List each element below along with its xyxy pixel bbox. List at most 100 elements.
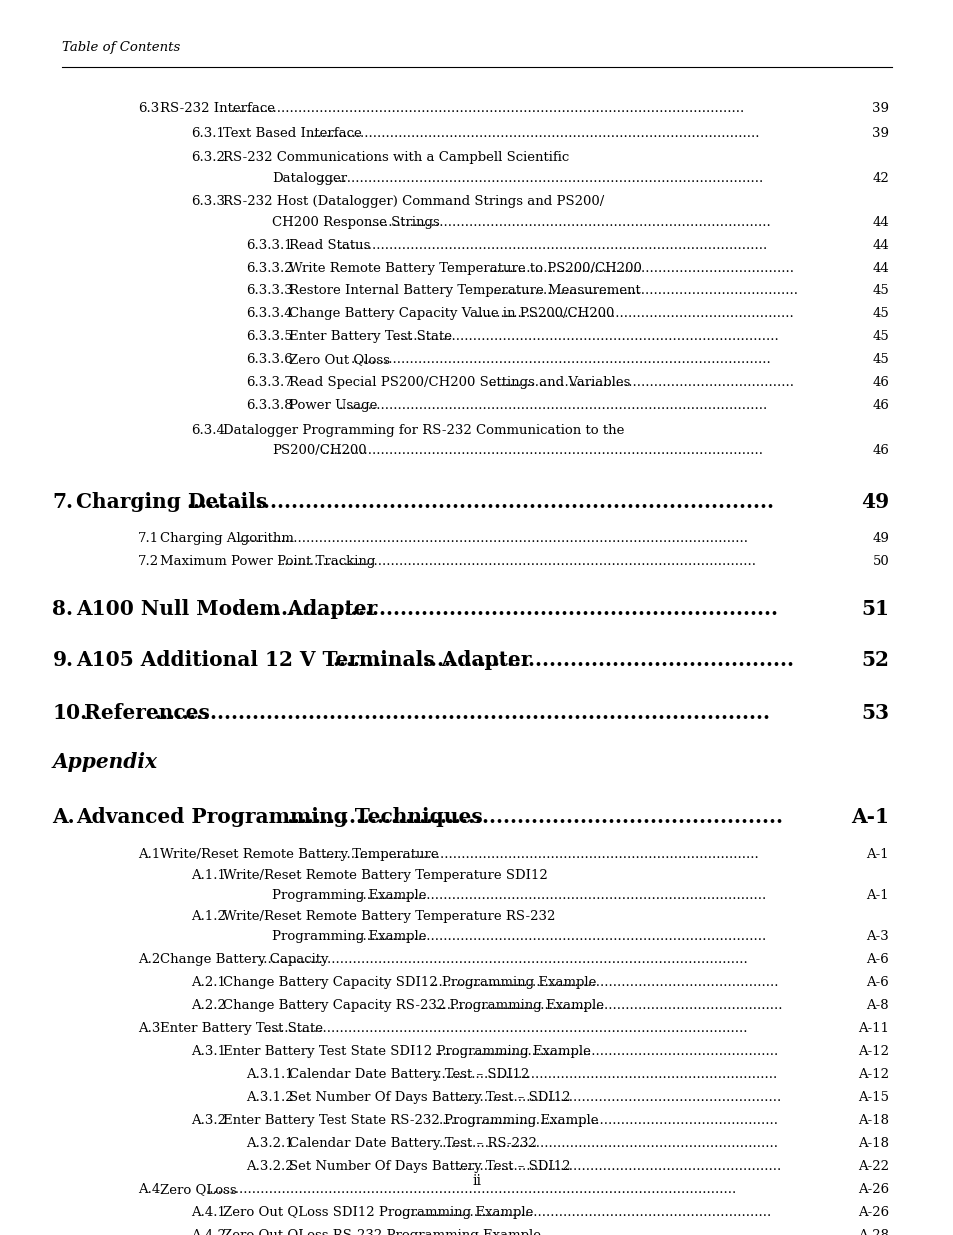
Text: 44: 44 (871, 238, 888, 252)
Text: 6.3.3.2: 6.3.3.2 (246, 262, 293, 274)
Text: 49: 49 (871, 532, 888, 546)
Text: ................................................................................: ........................................… (392, 331, 779, 343)
Text: Table of Contents: Table of Contents (62, 42, 180, 54)
Text: RS-232 Communications with a Campbell Scientific: RS-232 Communications with a Campbell Sc… (222, 152, 568, 164)
Text: Write/Reset Remote Battery Temperature SDI12: Write/Reset Remote Battery Temperature S… (222, 868, 547, 882)
Text: A.3.2.2: A.3.2.2 (246, 1160, 294, 1173)
Text: ................................................................................: ........................................… (393, 1207, 771, 1219)
Text: 6.3.4: 6.3.4 (191, 424, 225, 436)
Text: Datalogger Programming for RS-232 Communication to the: Datalogger Programming for RS-232 Commun… (222, 424, 623, 436)
Text: ........................................................................: ........................................… (488, 262, 794, 274)
Text: ..............................................................................: ........................................… (233, 599, 778, 619)
Text: 6.3.3.4: 6.3.3.4 (246, 308, 293, 320)
Text: Zero QLoss: Zero QLoss (159, 1183, 236, 1195)
Text: PS200/CH200: PS200/CH200 (272, 445, 366, 457)
Text: Set Number Of Days Battery Test – SDI12: Set Number Of Days Battery Test – SDI12 (288, 1160, 570, 1173)
Text: A.2.1: A.2.1 (191, 976, 226, 989)
Text: A.2: A.2 (138, 953, 160, 966)
Text: ................................................................................: ........................................… (259, 953, 747, 966)
Text: A-15: A-15 (858, 1091, 888, 1104)
Text: 6.3.3.8: 6.3.3.8 (246, 399, 293, 412)
Text: ................................................................................: ........................................… (205, 1183, 736, 1195)
Text: 6.3.3.5: 6.3.3.5 (246, 331, 293, 343)
Text: A.1: A.1 (138, 848, 160, 861)
Text: 50: 50 (871, 556, 888, 568)
Text: A.3: A.3 (138, 1023, 160, 1035)
Text: Calendar Date Battery Test – SDI12: Calendar Date Battery Test – SDI12 (288, 1068, 528, 1081)
Text: 10.: 10. (52, 703, 88, 724)
Text: Write/Reset Remote Battery Temperature RS-232: Write/Reset Remote Battery Temperature R… (222, 910, 555, 923)
Text: A.2.2: A.2.2 (191, 999, 226, 1013)
Text: A105 Additional 12 V Terminals Adapter: A105 Additional 12 V Terminals Adapter (76, 650, 531, 669)
Text: A.1.2: A.1.2 (191, 910, 226, 923)
Text: A.1.1: A.1.1 (191, 868, 226, 882)
Text: ................................................................................: ........................................… (435, 1045, 779, 1058)
Text: Read Special PS200/CH200 Settings and Variables: Read Special PS200/CH200 Settings and Va… (288, 377, 629, 389)
Text: 44: 44 (871, 216, 888, 228)
Text: 44: 44 (871, 262, 888, 274)
Text: 53: 53 (861, 703, 888, 724)
Text: 6.3.2: 6.3.2 (191, 152, 225, 164)
Text: Datalogger: Datalogger (272, 172, 347, 185)
Text: Change Battery Capacity Value in PS200/CH200: Change Battery Capacity Value in PS200/C… (288, 308, 614, 320)
Text: A-26: A-26 (857, 1183, 888, 1195)
Text: 6.3.1: 6.3.1 (191, 127, 225, 141)
Text: 51: 51 (861, 599, 888, 619)
Text: A-12: A-12 (858, 1068, 888, 1081)
Text: A.4.1: A.4.1 (191, 1207, 226, 1219)
Text: .............................................................................: ........................................… (455, 1160, 781, 1173)
Text: ................................................................................: ........................................… (154, 703, 770, 724)
Text: 52: 52 (861, 650, 888, 669)
Text: Write Remote Battery Temperature to PS200/CH200: Write Remote Battery Temperature to PS20… (288, 262, 640, 274)
Text: ........................................................................: ........................................… (488, 377, 794, 389)
Text: CH200 Response Strings: CH200 Response Strings (272, 216, 439, 228)
Text: Appendix: Appendix (52, 752, 157, 772)
Text: .......................................................................: ........................................… (286, 808, 782, 827)
Text: ................................................................................: ........................................… (310, 127, 760, 141)
Text: 6.3.3.3: 6.3.3.3 (246, 284, 293, 298)
Text: A.3.1: A.3.1 (191, 1045, 226, 1058)
Text: Maximum Power Point Tracking: Maximum Power Point Tracking (159, 556, 375, 568)
Text: Zero Out QLoss RS-232 Programming Example: Zero Out QLoss RS-232 Programming Exampl… (222, 1229, 540, 1235)
Text: 45: 45 (871, 353, 888, 367)
Text: References: References (85, 703, 210, 724)
Text: ................................................................................: ........................................… (263, 1023, 747, 1035)
Text: A-11: A-11 (858, 1023, 888, 1035)
Text: 46: 46 (871, 445, 888, 457)
Text: ................................................................................: ........................................… (230, 101, 743, 115)
Text: Enter Battery Test State RS-232 Programming Example: Enter Battery Test State RS-232 Programm… (222, 1114, 598, 1128)
Text: Enter Battery Test State SDI12 Programming Example: Enter Battery Test State SDI12 Programmi… (222, 1045, 590, 1058)
Text: 45: 45 (871, 331, 888, 343)
Text: Power Usage: Power Usage (288, 399, 376, 412)
Text: A-22: A-22 (858, 1160, 888, 1173)
Text: Charging Algorithm: Charging Algorithm (159, 532, 294, 546)
Text: 46: 46 (871, 399, 888, 412)
Text: 6.3.3.1: 6.3.3.1 (246, 238, 293, 252)
Text: ................................................................................: ........................................… (355, 930, 766, 944)
Text: 6.3.3.7: 6.3.3.7 (246, 377, 293, 389)
Text: A.4.2: A.4.2 (191, 1229, 226, 1235)
Text: 49: 49 (861, 492, 888, 511)
Text: A-8: A-8 (865, 999, 888, 1013)
Text: ...........................................................................: ........................................… (476, 308, 794, 320)
Text: Restore Internal Battery Temperature Measurement: Restore Internal Battery Temperature Mea… (288, 284, 639, 298)
Text: ................................................................................: ........................................… (397, 1229, 771, 1235)
Text: 7.: 7. (52, 492, 73, 511)
Text: Zero Out QLoss SDI12 Programming Example: Zero Out QLoss SDI12 Programming Example (222, 1207, 533, 1219)
Text: .............................................................................: ........................................… (455, 1091, 781, 1104)
Text: A-28: A-28 (858, 1229, 888, 1235)
Text: A-6: A-6 (865, 976, 888, 989)
Text: 6.3.3: 6.3.3 (191, 195, 225, 207)
Text: A-1: A-1 (865, 848, 888, 861)
Text: ................................................................................: ........................................… (338, 399, 767, 412)
Text: 39: 39 (871, 127, 888, 141)
Text: Enter Battery Test State: Enter Battery Test State (159, 1023, 322, 1035)
Text: ........................................................................: ........................................… (492, 284, 798, 298)
Text: Change Battery Capacity: Change Battery Capacity (159, 953, 328, 966)
Text: ................................................................................: ........................................… (321, 445, 762, 457)
Text: 45: 45 (871, 284, 888, 298)
Text: Change Battery Capacity SDI12 Programming Example: Change Battery Capacity SDI12 Programmin… (222, 976, 596, 989)
Text: 39: 39 (871, 101, 888, 115)
Text: ................................................................................: ........................................… (435, 999, 782, 1013)
Text: ................................................................................: ........................................… (280, 556, 756, 568)
